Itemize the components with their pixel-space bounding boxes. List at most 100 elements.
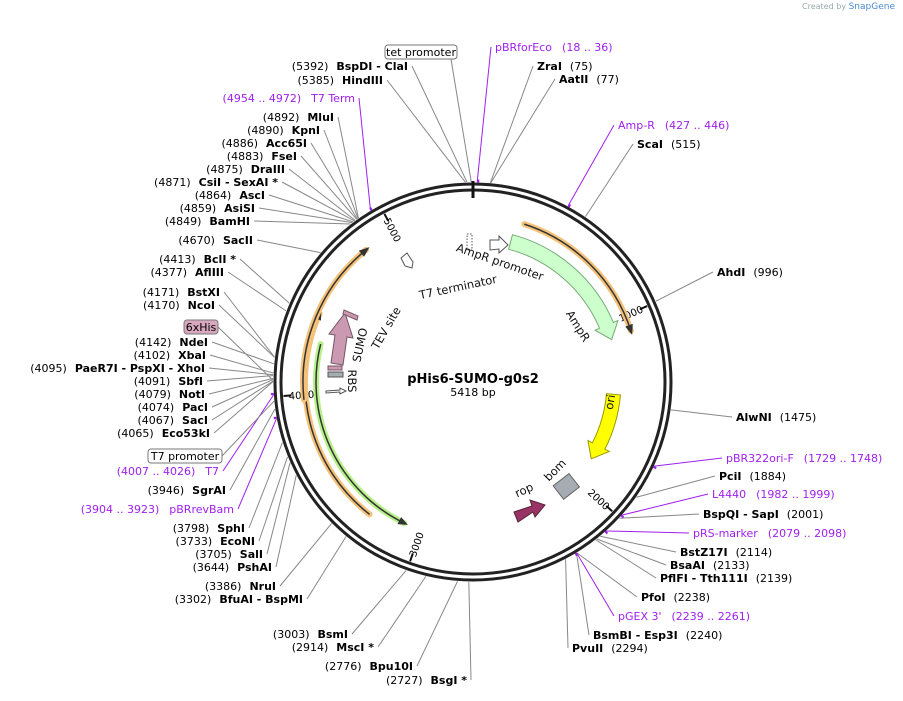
site-paer7i[interactable]: (4095) PaeR7I - PspXI - XhoI [30, 362, 205, 375]
site-bamhi[interactable]: (4849) BamHI [165, 215, 250, 228]
site-bstz17i[interactable]: BstZ17I (2114) [680, 546, 772, 559]
t7-promoter-box[interactable] [147, 448, 223, 464]
ori-feature[interactable] [587, 393, 621, 460]
site-eco53ki[interactable]: (4065) Eco53kI [117, 427, 210, 440]
site-position: (4079) [134, 388, 171, 401]
t7-terminator-feature[interactable] [400, 252, 414, 269]
site-zrai[interactable]: ZraI (75) [537, 60, 593, 73]
site-connector-line [600, 535, 677, 553]
site-bcli[interactable]: (4413) BclI * [159, 253, 236, 266]
site-pflfi[interactable]: PflFI - Tth111I (2139) [660, 572, 792, 585]
site-ndei[interactable]: (4142) NdeI [135, 336, 208, 349]
site-position: (4142) [135, 336, 172, 349]
primer-t7-term[interactable]: (4954 .. 4972) T7 Term [223, 92, 355, 105]
site-bsaai[interactable]: BsaAI (2133) [670, 559, 750, 572]
site-name: NruI [249, 580, 276, 593]
site-asci[interactable]: (4864) AscI [195, 189, 265, 202]
site-paci[interactable]: (4074) PacI [138, 401, 208, 414]
sumo-feature[interactable] [328, 311, 354, 366]
site-bspqi[interactable]: BspQI - SapI (2001) [703, 508, 823, 521]
site-ncoi[interactable]: (4170) NcoI [143, 299, 215, 312]
site-pcii[interactable]: PciI (1884) [719, 470, 786, 483]
site-connector-line [655, 271, 714, 302]
tick-mark [283, 394, 292, 397]
site-sgrai[interactable]: (3946) SgrAI [148, 484, 226, 497]
primer-range: (3904 .. 3923) [81, 503, 160, 516]
primer-range: (4954 .. 4972) [223, 92, 302, 105]
site-bpu10i[interactable]: (2776) Bpu10I [325, 660, 413, 673]
site-name: BfuAI - BspMI [219, 593, 303, 606]
primer-pbrrevbam[interactable]: (3904 .. 3923) pBRrevBam [81, 503, 234, 516]
tet-promoter-box[interactable] [384, 44, 458, 60]
site-saci[interactable]: (4067) SacI [137, 414, 208, 427]
bom-feature[interactable] [552, 472, 581, 500]
site-afliii[interactable]: (4377) AflIII [150, 266, 224, 279]
ampr-feature[interactable] [507, 234, 619, 341]
site-bfuai[interactable]: (3302) BfuAI - BspMI [175, 593, 303, 606]
primer-pgex-3-[interactable]: pGEX 3' (2239 .. 2261) [618, 610, 750, 623]
site-position: (4171) [143, 286, 180, 299]
site-msci[interactable]: (2914) MscI * [292, 641, 375, 654]
site-draiii[interactable]: (4875) DraIII [206, 163, 285, 176]
site-sphi[interactable]: (3798) SphI [173, 522, 245, 535]
site-xbai[interactable]: (4102) XbaI [134, 349, 206, 362]
primer-prs-marker[interactable]: pRS-marker (2079 .. 2098) [693, 527, 846, 540]
site-name: SgrAI [192, 484, 226, 497]
site-position: (4849) [165, 215, 202, 228]
site-pfoi[interactable]: PfoI (2238) [641, 591, 710, 604]
site-position: (3946) [148, 484, 185, 497]
site-bsgi[interactable]: (2727) BsgI * [386, 674, 467, 687]
tev-site-feature[interactable] [342, 309, 359, 321]
site-asisi[interactable]: (4859) AsiSI [180, 202, 255, 215]
orf-arc-green[interactable] [313, 341, 408, 527]
site-bsmbi[interactable]: BsmBI - Esp3I (2240) [593, 629, 722, 642]
ampr-promoter-feature[interactable] [489, 234, 509, 255]
primer-t7[interactable]: (4007 .. 4026) T7 [117, 465, 219, 478]
site-connector-line [300, 155, 358, 220]
site-position: (4886) [221, 137, 258, 150]
site-name: BsgI * [431, 674, 468, 687]
site-name: AscI [239, 189, 265, 202]
orf-arc-right-line [524, 223, 632, 331]
site-nrui[interactable]: (3386) NruI [205, 580, 276, 593]
site-pvuii[interactable]: PvuII (2294) [572, 642, 648, 655]
site-alwni[interactable]: AlwNI (1475) [736, 411, 816, 424]
primer-amp-r[interactable]: Amp-R (427 .. 446) [618, 119, 729, 132]
site-name: MscI * [336, 641, 374, 654]
site-acc65i[interactable]: (4886) Acc65I [221, 137, 307, 150]
site-hindiii[interactable]: (5385) HindIII [297, 74, 383, 87]
site-sacii[interactable]: (4670) SacII [178, 234, 253, 247]
site-ahdi[interactable]: AhdI (996) [717, 266, 783, 279]
primer-pbr322ori-f[interactable]: pBR322ori-F (1729 .. 1748) [726, 452, 882, 465]
feature-connector-line [221, 400, 275, 457]
site-sbfi[interactable]: (4091) SbfI [134, 375, 203, 388]
tick-label: 5000 [381, 217, 403, 245]
primer-name: pBR322ori-F [726, 452, 794, 465]
site-mlui[interactable]: (4892) MluI [263, 111, 334, 124]
site-econi[interactable]: (3733) EcoNI [176, 535, 255, 548]
site-bspdi[interactable]: (5392) BspDI - ClaI [292, 60, 408, 73]
primer-connector-line [237, 418, 277, 510]
6xhis-box[interactable] [183, 319, 219, 335]
site-kpni[interactable]: (4890) KpnI [247, 124, 320, 137]
site-scai[interactable]: ScaI (515) [637, 138, 701, 151]
site-position: (4670) [178, 234, 215, 247]
site-bsmi[interactable]: (3003) BsmI [273, 628, 348, 641]
site-pshai[interactable]: (3644) PshAI [193, 561, 272, 574]
site-noti[interactable]: (4079) NotI [134, 388, 205, 401]
primer-l4440[interactable]: L4440 (1982 .. 1999) [712, 488, 835, 501]
rop-feature[interactable] [513, 499, 546, 523]
site-position: (4890) [247, 124, 284, 137]
site-name: PflFI - Tth111I [660, 572, 748, 585]
site-bstxi[interactable]: (4171) BstXI [143, 286, 220, 299]
primer-pbrforeco[interactable]: pBRforEco (18 .. 36) [495, 41, 613, 54]
primer-range: (1729 .. 1748) [804, 452, 883, 465]
rbs-feature[interactable] [327, 371, 344, 378]
primer-mark [604, 530, 609, 535]
site-sali[interactable]: (3705) SalI [195, 548, 263, 561]
site-position: (2776) [325, 660, 362, 673]
site-connector-line [213, 381, 274, 434]
site-csii[interactable]: (4871) CsiI - SexAI * [154, 176, 278, 189]
site-aatii[interactable]: AatII (77) [559, 73, 619, 86]
site-fsei[interactable]: (4883) FseI [227, 150, 297, 163]
